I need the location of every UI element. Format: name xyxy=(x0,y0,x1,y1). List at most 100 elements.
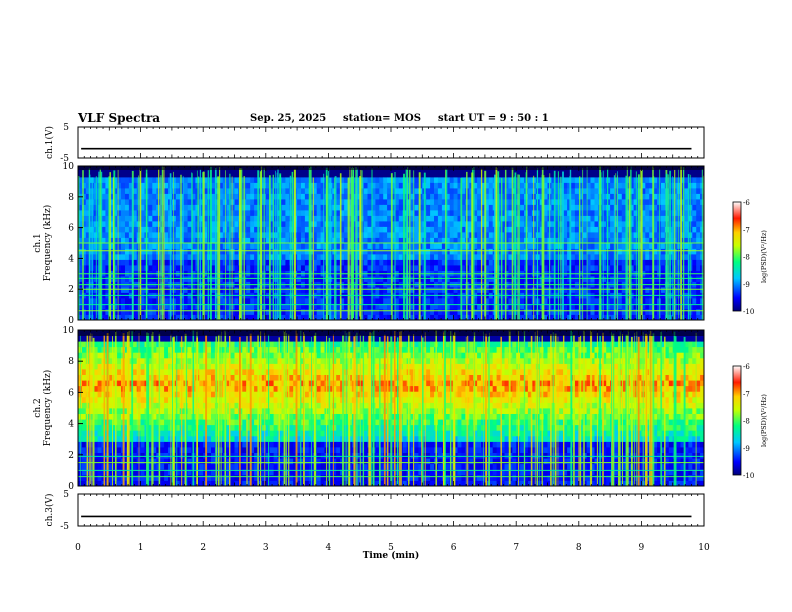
ch1-spectrogram-cell xyxy=(320,199,325,205)
ch1-spectrogram-cell xyxy=(344,287,349,293)
ch1-spectrogram-cell xyxy=(391,243,396,249)
ch1-spectrogram-cell xyxy=(379,314,384,321)
ch1-spectrogram-cell xyxy=(606,287,611,293)
ch1-spectrogram-cell xyxy=(391,254,396,260)
ch2-spectrogram-cell xyxy=(78,458,83,465)
ch1-spectrogram-cell xyxy=(336,276,341,282)
ch1-spectrogram-cell xyxy=(582,226,587,233)
ch1-spectrogram-cell xyxy=(406,177,411,183)
ch1-spectrogram-cell xyxy=(81,303,87,310)
ch1-spectrogram-cell xyxy=(657,265,662,271)
ch1-spectrogram-cell xyxy=(621,298,627,304)
ch1-spectrogram-cell xyxy=(336,309,341,315)
ch1-spectrogram-cell xyxy=(140,188,145,194)
ch1-spectrogram-cell xyxy=(668,314,674,321)
ch1-spectrogram-cell xyxy=(85,259,91,266)
ch1-spectrogram-cell xyxy=(543,254,548,260)
ch1-spectrogram-cell xyxy=(285,188,290,194)
ch1-spectrogram-cell xyxy=(312,210,318,216)
ch1-spectrogram-cell xyxy=(696,314,701,321)
ch1-spectrogram-cell xyxy=(301,298,306,304)
ch1-spectrogram-cell xyxy=(653,232,658,238)
ch1-spectrogram-cell xyxy=(78,182,83,189)
ch1-spectrogram-cell xyxy=(148,248,153,255)
ch1-spectrogram-cell xyxy=(191,232,196,238)
ch1-spectrogram-cell xyxy=(336,177,341,183)
ch1-spectrogram-cell xyxy=(645,177,650,183)
ch1-spectrogram-cell xyxy=(394,215,400,222)
ch1-spectrogram-cell xyxy=(250,226,255,233)
ch1-spectrogram-cell xyxy=(641,232,646,238)
ch1-spectrogram-cell xyxy=(563,314,568,321)
ch1-spectrogram-cell xyxy=(281,243,286,249)
ch1-spectrogram-cell xyxy=(109,309,114,315)
ch1-spectrogram-cell xyxy=(527,221,533,227)
ch1-spectrogram-cell xyxy=(320,221,325,227)
ch1-spectrogram-cell xyxy=(281,193,286,200)
ch1-spectrogram-cell xyxy=(437,248,443,255)
ch1-spectrogram-cell xyxy=(692,276,697,282)
ch1-spectrogram-cell xyxy=(140,226,145,233)
ch2-spectrogram-cell xyxy=(78,374,83,381)
ch1-spectrogram-cell xyxy=(527,248,533,255)
ch1-spectrogram-cell xyxy=(254,248,259,255)
ch1-spectrogram-cell xyxy=(391,232,396,238)
ch1-spectrogram-cell xyxy=(320,314,325,321)
ch1-spectrogram-cell xyxy=(614,309,619,315)
ch2-spectrogram-cell xyxy=(93,346,98,353)
ch2-spectrogram-cell xyxy=(81,452,87,459)
ch1-spectrogram-cell xyxy=(211,221,216,227)
ch1-spectrogram-cell xyxy=(371,314,376,321)
ch1-spectrogram-cell xyxy=(128,248,134,255)
ch1-spectrogram-cell xyxy=(387,287,392,293)
ch1-spectrogram-cell xyxy=(316,177,321,183)
ch1-spectrogram-cell xyxy=(379,303,384,310)
ch1-spectrogram-cell xyxy=(207,298,212,304)
ch2-spectrogram-cell xyxy=(117,408,122,414)
ch1-spectrogram-cell xyxy=(461,199,466,205)
ch1-spectrogram-cell xyxy=(610,287,615,293)
ch1-spectrogram-cell xyxy=(445,309,451,315)
ch1-spectrogram-cell xyxy=(441,298,447,304)
ch1-spectrogram-cell xyxy=(645,243,650,249)
ch1-spectrogram-cell xyxy=(488,171,494,178)
ch1-spectrogram-cell xyxy=(426,276,431,282)
ch1-spectrogram-cell xyxy=(117,298,122,304)
ch1-spectrogram-cell xyxy=(187,182,192,189)
ch1-spectrogram-cell xyxy=(629,298,634,304)
ch1-spectrogram-cell xyxy=(543,193,548,200)
ch1-spectrogram-cell xyxy=(477,248,482,255)
ch1-spectrogram-cell xyxy=(680,287,685,293)
ch2-spectrogram-cell xyxy=(81,447,87,453)
ch1-spectrogram-cell xyxy=(81,314,87,321)
ch1-spectrogram-cell xyxy=(179,193,184,200)
ch1-spectrogram-cell xyxy=(684,182,689,189)
ch1-spectrogram-cell xyxy=(304,276,310,282)
ch1-spectrogram-cell xyxy=(594,254,599,260)
ch1-spectrogram-cell xyxy=(199,276,204,282)
ch1-spectrogram-cell xyxy=(250,309,255,315)
ch1-spectrogram-cell xyxy=(351,171,357,178)
ch1-spectrogram-cell xyxy=(367,309,372,315)
ch1-spectrogram-cell xyxy=(602,210,607,216)
ch1-spectrogram-cell xyxy=(218,221,224,227)
ch1-spectrogram-cell xyxy=(375,193,380,200)
ch1-spectrogram-cell xyxy=(109,226,114,233)
ch1-spectrogram-cell xyxy=(508,182,513,189)
ch1-spectrogram-cell xyxy=(336,237,341,244)
ch1-spectrogram-cell xyxy=(304,204,310,211)
ch1-spectrogram-cell xyxy=(676,309,681,315)
ch1-spectrogram-cell xyxy=(304,259,310,266)
ch1-spectrogram-cell xyxy=(383,188,388,194)
ch1-spectrogram-cell xyxy=(477,232,482,238)
ch1-spectrogram-cell xyxy=(661,248,666,255)
ch1-spectrogram-cell xyxy=(610,243,615,249)
ch2-spectrogram-cell xyxy=(93,357,98,364)
ch1-spectrogram-cell xyxy=(520,298,525,304)
ch1-spectrogram-cell xyxy=(629,254,634,260)
ch1-spectrogram-cell xyxy=(125,182,130,189)
ch1-spectrogram-cell xyxy=(461,210,466,216)
ch1-spectrogram-cell xyxy=(312,298,318,304)
ch1-spectrogram-cell xyxy=(218,171,224,178)
